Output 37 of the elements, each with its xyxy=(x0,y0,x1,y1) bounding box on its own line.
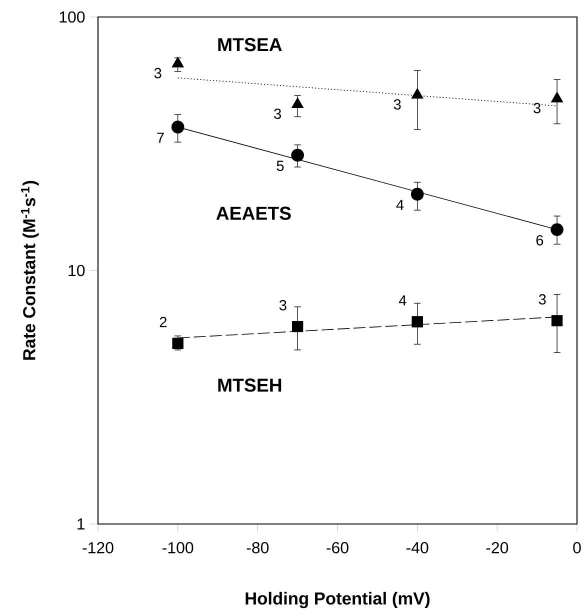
point xyxy=(171,120,184,134)
x-tick-label: -60 xyxy=(326,542,348,554)
x-tick-label: -120 xyxy=(82,542,114,554)
annotation: 3 xyxy=(534,102,540,114)
annotation: 3 xyxy=(538,294,546,305)
y-tick-label: 1 xyxy=(78,518,85,530)
annotation: 3 xyxy=(279,300,286,310)
annotation: 2 xyxy=(160,316,167,328)
point xyxy=(410,188,424,201)
x-tick-label: -40 xyxy=(406,542,428,554)
point xyxy=(172,56,184,68)
annotation: 6 xyxy=(536,235,544,246)
annotation: 7 xyxy=(157,132,164,143)
x-axis-title: Holding Potential (mV) xyxy=(246,592,430,608)
x-tick-label: -80 xyxy=(246,542,269,554)
point xyxy=(550,223,564,236)
x-tick-label: -20 xyxy=(486,542,508,554)
point xyxy=(551,92,564,102)
text: MTSEH xyxy=(218,378,282,392)
point xyxy=(411,88,424,99)
y-tick-label: 100 xyxy=(60,11,85,23)
y-tick-label: 10 xyxy=(68,264,85,276)
point xyxy=(551,315,563,326)
point xyxy=(292,320,304,332)
x-tick-label: 0 xyxy=(573,542,581,554)
point xyxy=(291,148,304,162)
x-tick-label: -100 xyxy=(162,542,194,554)
annotation: 5 xyxy=(276,160,284,171)
y-axis-title: Rate Constant (M$^{-1}$s$^{-1}$) xyxy=(21,180,39,360)
annotation: 3 xyxy=(154,68,162,78)
annotation: 3 xyxy=(274,108,282,119)
annotation: 4 xyxy=(396,200,404,210)
annotation: 3 xyxy=(394,99,401,110)
annotation: 4 xyxy=(398,295,406,306)
text: AEAETS xyxy=(216,206,291,220)
point xyxy=(412,316,423,328)
text: MTSEA xyxy=(218,38,282,52)
